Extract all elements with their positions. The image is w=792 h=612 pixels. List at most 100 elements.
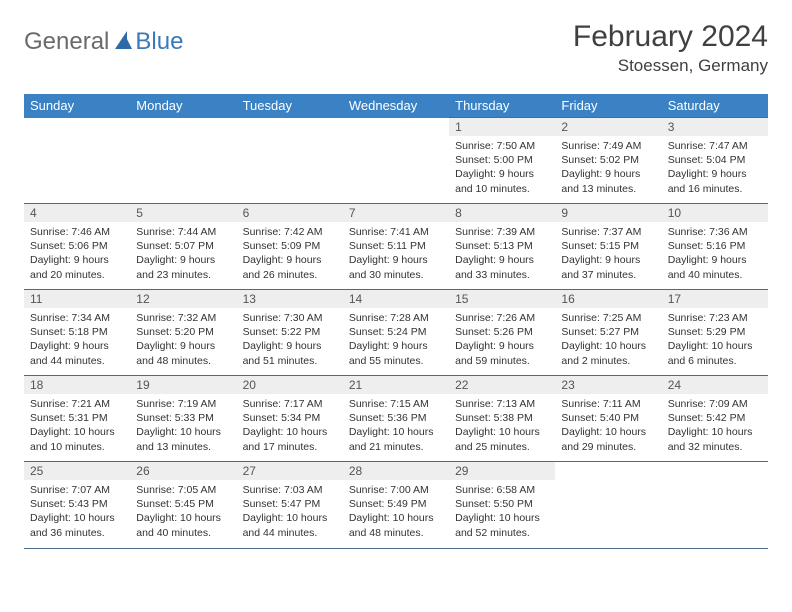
day-cell: 17Sunrise: 7:23 AMSunset: 5:29 PMDayligh… bbox=[662, 290, 768, 376]
day-line-d2: and 48 minutes. bbox=[349, 526, 443, 540]
day-line-sr: Sunrise: 7:36 AM bbox=[668, 225, 762, 239]
day-number: 5 bbox=[130, 204, 236, 222]
day-body: Sunrise: 7:03 AMSunset: 5:47 PMDaylight:… bbox=[237, 480, 343, 544]
day-line-ss: Sunset: 5:16 PM bbox=[668, 239, 762, 253]
day-cell: 11Sunrise: 7:34 AMSunset: 5:18 PMDayligh… bbox=[24, 290, 130, 376]
day-number: 8 bbox=[449, 204, 555, 222]
day-number: 22 bbox=[449, 376, 555, 394]
day-line-ss: Sunset: 5:38 PM bbox=[455, 411, 549, 425]
day-cell: 27Sunrise: 7:03 AMSunset: 5:47 PMDayligh… bbox=[237, 462, 343, 548]
day-line-d1: Daylight: 9 hours bbox=[349, 339, 443, 353]
week-row: 25Sunrise: 7:07 AMSunset: 5:43 PMDayligh… bbox=[24, 462, 768, 548]
day-line-d1: Daylight: 10 hours bbox=[455, 425, 549, 439]
header: General Blue February 2024 Stoessen, Ger… bbox=[24, 20, 768, 76]
day-number: 19 bbox=[130, 376, 236, 394]
day-line-d2: and 23 minutes. bbox=[136, 268, 230, 282]
day-cell: 7Sunrise: 7:41 AMSunset: 5:11 PMDaylight… bbox=[343, 204, 449, 290]
day-line-d2: and 17 minutes. bbox=[243, 440, 337, 454]
day-line-d2: and 40 minutes. bbox=[136, 526, 230, 540]
day-line-d1: Daylight: 10 hours bbox=[136, 425, 230, 439]
day-line-d2: and 25 minutes. bbox=[455, 440, 549, 454]
day-line-sr: Sunrise: 7:03 AM bbox=[243, 483, 337, 497]
day-line-d2: and 51 minutes. bbox=[243, 354, 337, 368]
day-line-ss: Sunset: 5:02 PM bbox=[561, 153, 655, 167]
day-number: 20 bbox=[237, 376, 343, 394]
day-line-ss: Sunset: 5:42 PM bbox=[668, 411, 762, 425]
week-row: 4Sunrise: 7:46 AMSunset: 5:06 PMDaylight… bbox=[24, 204, 768, 290]
day-line-d2: and 16 minutes. bbox=[668, 182, 762, 196]
day-line-d1: Daylight: 9 hours bbox=[30, 253, 124, 267]
day-line-ss: Sunset: 5:27 PM bbox=[561, 325, 655, 339]
day-cell: 29Sunrise: 6:58 AMSunset: 5:50 PMDayligh… bbox=[449, 462, 555, 548]
day-line-d2: and 55 minutes. bbox=[349, 354, 443, 368]
day-line-d1: Daylight: 10 hours bbox=[561, 339, 655, 353]
day-line-d1: Daylight: 10 hours bbox=[668, 425, 762, 439]
day-line-d1: Daylight: 9 hours bbox=[243, 339, 337, 353]
day-line-sr: Sunrise: 7:26 AM bbox=[455, 311, 549, 325]
day-line-d1: Daylight: 9 hours bbox=[455, 167, 549, 181]
day-number: 28 bbox=[343, 462, 449, 480]
day-number: 21 bbox=[343, 376, 449, 394]
day-cell bbox=[343, 118, 449, 204]
day-line-ss: Sunset: 5:49 PM bbox=[349, 497, 443, 511]
day-number: 23 bbox=[555, 376, 661, 394]
day-body: Sunrise: 7:47 AMSunset: 5:04 PMDaylight:… bbox=[662, 136, 768, 200]
day-line-ss: Sunset: 5:11 PM bbox=[349, 239, 443, 253]
day-line-ss: Sunset: 5:50 PM bbox=[455, 497, 549, 511]
day-line-d1: Daylight: 10 hours bbox=[30, 511, 124, 525]
day-number: 6 bbox=[237, 204, 343, 222]
day-number: 1 bbox=[449, 118, 555, 136]
day-body: Sunrise: 7:44 AMSunset: 5:07 PMDaylight:… bbox=[130, 222, 236, 286]
day-body: Sunrise: 6:58 AMSunset: 5:50 PMDaylight:… bbox=[449, 480, 555, 544]
day-line-d2: and 13 minutes. bbox=[136, 440, 230, 454]
day-line-d2: and 59 minutes. bbox=[455, 354, 549, 368]
day-body: Sunrise: 7:25 AMSunset: 5:27 PMDaylight:… bbox=[555, 308, 661, 372]
day-line-d1: Daylight: 9 hours bbox=[668, 253, 762, 267]
day-body: Sunrise: 7:50 AMSunset: 5:00 PMDaylight:… bbox=[449, 136, 555, 200]
day-line-d1: Daylight: 10 hours bbox=[561, 425, 655, 439]
day-line-ss: Sunset: 5:18 PM bbox=[30, 325, 124, 339]
day-line-d2: and 10 minutes. bbox=[455, 182, 549, 196]
day-header: Wednesday bbox=[343, 94, 449, 118]
day-line-sr: Sunrise: 7:30 AM bbox=[243, 311, 337, 325]
day-line-d2: and 48 minutes. bbox=[136, 354, 230, 368]
day-cell: 15Sunrise: 7:26 AMSunset: 5:26 PMDayligh… bbox=[449, 290, 555, 376]
day-cell bbox=[555, 462, 661, 548]
day-line-sr: Sunrise: 7:46 AM bbox=[30, 225, 124, 239]
day-line-sr: Sunrise: 7:25 AM bbox=[561, 311, 655, 325]
day-line-sr: Sunrise: 7:15 AM bbox=[349, 397, 443, 411]
day-line-ss: Sunset: 5:40 PM bbox=[561, 411, 655, 425]
day-line-ss: Sunset: 5:06 PM bbox=[30, 239, 124, 253]
day-line-d1: Daylight: 10 hours bbox=[455, 511, 549, 525]
day-line-d1: Daylight: 10 hours bbox=[136, 511, 230, 525]
day-number: 27 bbox=[237, 462, 343, 480]
month-title: February 2024 bbox=[573, 20, 768, 54]
day-line-sr: Sunrise: 7:50 AM bbox=[455, 139, 549, 153]
day-body: Sunrise: 7:09 AMSunset: 5:42 PMDaylight:… bbox=[662, 394, 768, 458]
day-body: Sunrise: 7:07 AMSunset: 5:43 PMDaylight:… bbox=[24, 480, 130, 544]
day-cell bbox=[662, 462, 768, 548]
day-line-d2: and 37 minutes. bbox=[561, 268, 655, 282]
day-number: 24 bbox=[662, 376, 768, 394]
day-cell: 5Sunrise: 7:44 AMSunset: 5:07 PMDaylight… bbox=[130, 204, 236, 290]
day-number: 3 bbox=[662, 118, 768, 136]
day-cell: 1Sunrise: 7:50 AMSunset: 5:00 PMDaylight… bbox=[449, 118, 555, 204]
day-line-sr: Sunrise: 7:11 AM bbox=[561, 397, 655, 411]
day-line-ss: Sunset: 5:07 PM bbox=[136, 239, 230, 253]
day-line-sr: Sunrise: 7:44 AM bbox=[136, 225, 230, 239]
day-body: Sunrise: 7:11 AMSunset: 5:40 PMDaylight:… bbox=[555, 394, 661, 458]
day-line-ss: Sunset: 5:04 PM bbox=[668, 153, 762, 167]
day-line-ss: Sunset: 5:31 PM bbox=[30, 411, 124, 425]
day-line-d1: Daylight: 9 hours bbox=[349, 253, 443, 267]
day-line-sr: Sunrise: 7:49 AM bbox=[561, 139, 655, 153]
week-row: 11Sunrise: 7:34 AMSunset: 5:18 PMDayligh… bbox=[24, 290, 768, 376]
day-header: Thursday bbox=[449, 94, 555, 118]
day-cell: 23Sunrise: 7:11 AMSunset: 5:40 PMDayligh… bbox=[555, 376, 661, 462]
day-header: Tuesday bbox=[237, 94, 343, 118]
day-line-sr: Sunrise: 7:09 AM bbox=[668, 397, 762, 411]
day-line-ss: Sunset: 5:22 PM bbox=[243, 325, 337, 339]
day-cell: 2Sunrise: 7:49 AMSunset: 5:02 PMDaylight… bbox=[555, 118, 661, 204]
day-line-d2: and 2 minutes. bbox=[561, 354, 655, 368]
day-cell bbox=[130, 118, 236, 204]
day-header: Monday bbox=[130, 94, 236, 118]
